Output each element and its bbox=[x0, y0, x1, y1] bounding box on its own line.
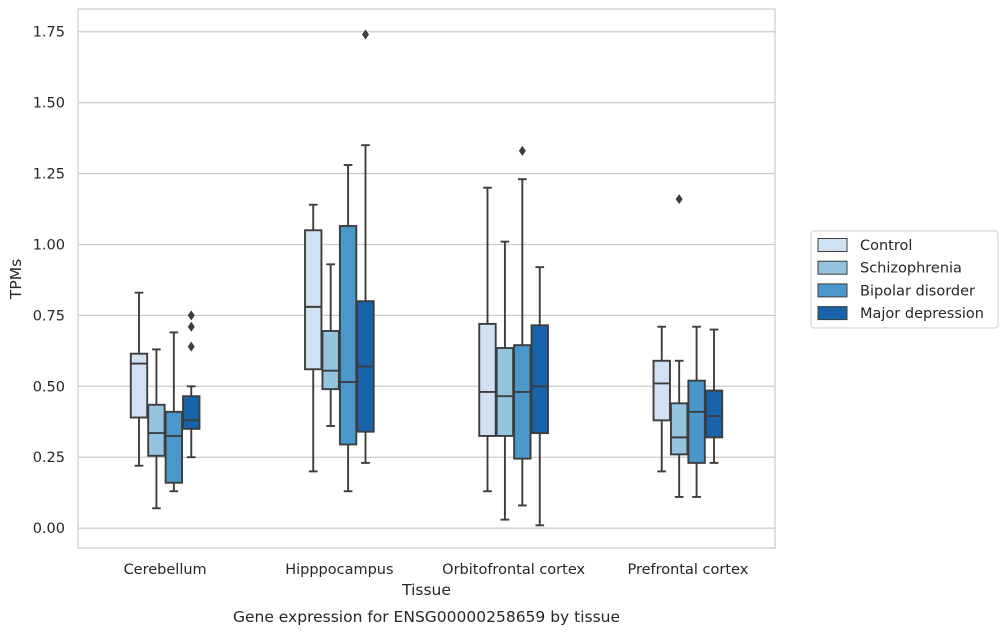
box-group bbox=[129, 291, 149, 467]
series-major-depression bbox=[182, 29, 724, 527]
y-tick-label: 1.00 bbox=[33, 237, 65, 253]
y-tick-label: 0.25 bbox=[33, 450, 65, 466]
plot-frame bbox=[77, 8, 776, 549]
box bbox=[530, 324, 549, 435]
box bbox=[129, 352, 149, 419]
chart-caption: Gene expression for ENSG00000258659 by t… bbox=[233, 608, 620, 626]
y-tick-label: 0.00 bbox=[33, 521, 65, 537]
box-group bbox=[652, 325, 671, 473]
legend-swatch bbox=[817, 238, 848, 252]
box bbox=[478, 322, 497, 437]
y-axis-label: TPMs bbox=[7, 259, 25, 300]
legend: Control Schizophrenia Bipolar disorder Majo… bbox=[810, 230, 999, 329]
box bbox=[495, 347, 515, 437]
box-group bbox=[164, 331, 183, 493]
box-series bbox=[129, 29, 724, 527]
legend-label: Bipolar disorder bbox=[860, 283, 975, 299]
box bbox=[338, 225, 358, 446]
box bbox=[704, 389, 724, 439]
box-group bbox=[670, 194, 689, 498]
series-schizophrenia bbox=[147, 194, 689, 521]
box-group bbox=[704, 328, 724, 464]
outlier-point bbox=[362, 29, 370, 40]
y-tick-label: 0.75 bbox=[33, 308, 65, 324]
box-group bbox=[304, 203, 323, 473]
box-group bbox=[530, 266, 549, 527]
box-group bbox=[478, 186, 497, 493]
box bbox=[182, 395, 201, 430]
box bbox=[147, 403, 166, 457]
x-tick-labels: Cerebellum Hipppocampus Orbitofrontal cort… bbox=[124, 562, 749, 578]
outlier-point bbox=[187, 310, 195, 321]
legend-item: Schizophrenia bbox=[817, 260, 962, 277]
box bbox=[670, 402, 689, 456]
outlier-point bbox=[675, 194, 683, 205]
box bbox=[304, 229, 323, 371]
box bbox=[321, 330, 340, 391]
x-tick-label: Cerebellum bbox=[124, 562, 207, 578]
legend-item: Control bbox=[817, 238, 912, 254]
legend-label: Major depression bbox=[860, 306, 984, 322]
y-tick-label: 1.50 bbox=[33, 96, 65, 112]
x-axis-label: Tissue bbox=[401, 581, 451, 599]
y-tick-labels: 0.00 0.25 0.50 0.75 1.00 1.25 1.50 1.75 bbox=[33, 25, 65, 537]
box-group bbox=[687, 325, 706, 498]
outlier-point bbox=[518, 145, 526, 156]
box bbox=[164, 410, 183, 484]
x-tick-label: Prefrontal cortex bbox=[627, 562, 748, 578]
legend-swatch bbox=[817, 260, 848, 275]
outlier-point bbox=[187, 341, 195, 352]
box bbox=[652, 359, 671, 422]
legend-frame bbox=[810, 230, 999, 329]
legend-item: Bipolar disorder bbox=[817, 283, 975, 299]
box bbox=[513, 344, 532, 460]
legend-swatch bbox=[817, 306, 848, 321]
series-control bbox=[129, 186, 671, 493]
box-group bbox=[147, 348, 166, 510]
box bbox=[687, 379, 706, 464]
legend-swatch bbox=[817, 283, 848, 298]
y-tick-label: 1.25 bbox=[33, 167, 65, 183]
y-tick-label: 1.75 bbox=[33, 25, 65, 41]
box-group bbox=[513, 145, 532, 507]
legend-label: Control bbox=[860, 238, 912, 254]
box-group bbox=[338, 164, 358, 493]
outlier-point bbox=[187, 321, 195, 332]
x-tick-label: Orbitofrontal cortex bbox=[442, 562, 585, 578]
box-group bbox=[495, 240, 515, 521]
legend-label: Schizophrenia bbox=[860, 261, 962, 277]
y-tick-label: 0.50 bbox=[33, 379, 65, 395]
box-group bbox=[182, 310, 201, 459]
x-tick-label: Hipppocampus bbox=[285, 562, 393, 578]
box-group bbox=[321, 263, 340, 427]
series-bipolar-disorder bbox=[164, 145, 706, 507]
legend-item: Major depression bbox=[817, 306, 984, 322]
box-group bbox=[356, 29, 375, 464]
